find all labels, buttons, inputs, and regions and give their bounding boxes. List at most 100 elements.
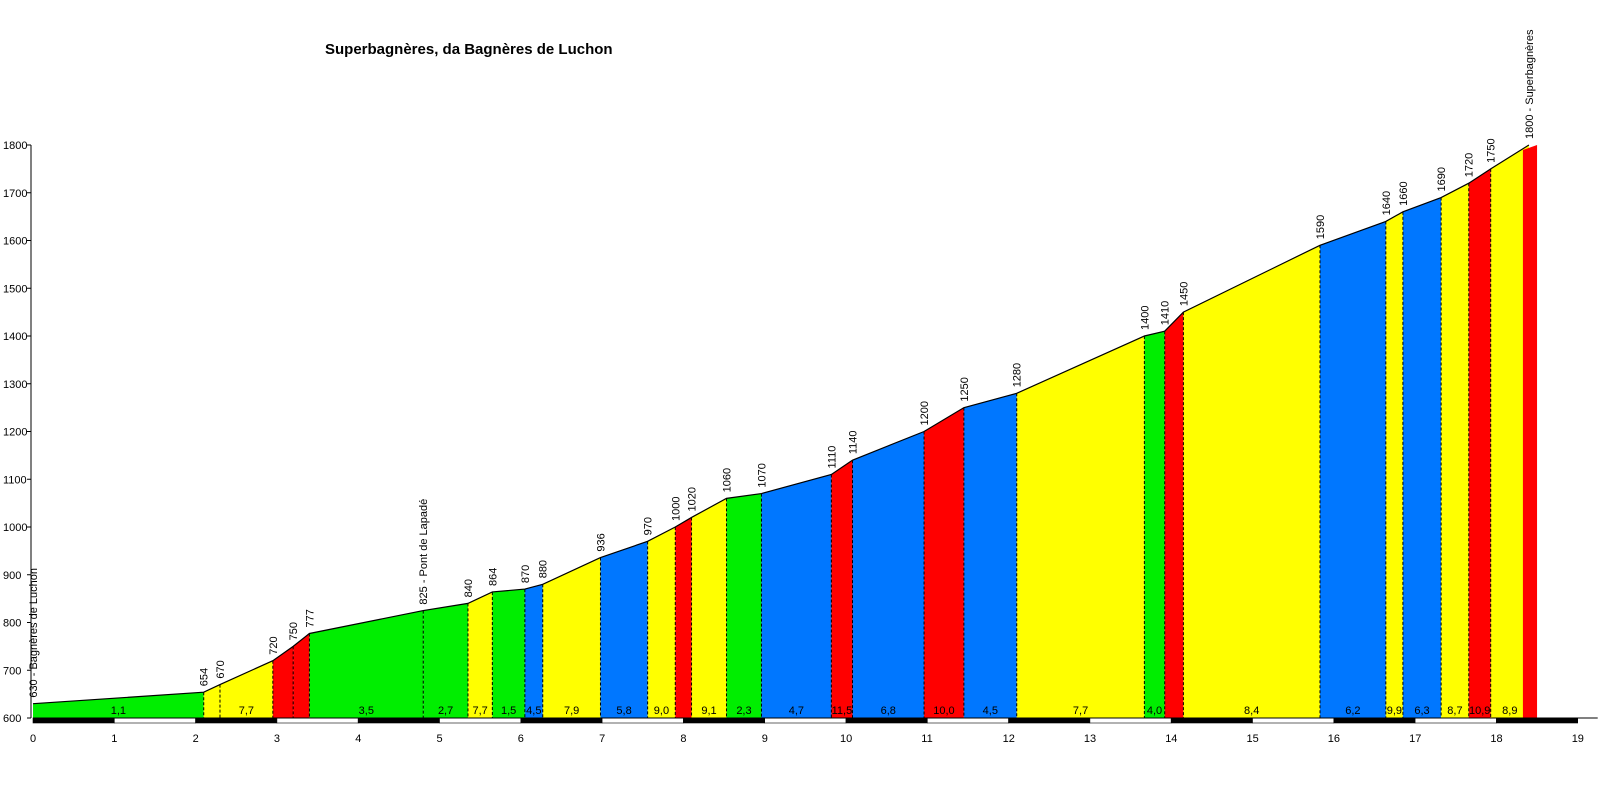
- profile-segment: [691, 498, 727, 718]
- elevation-label: 777: [304, 609, 316, 627]
- profile-segment: [963, 393, 1017, 718]
- x-tick-label: 1: [111, 733, 117, 745]
- profile-segment: [924, 407, 964, 718]
- tick-labels: 6007008009001000110012001300140015001600…: [3, 140, 1584, 745]
- x-tick-label: 2: [193, 733, 199, 745]
- elevation-label: 864: [487, 568, 499, 586]
- gradient-label: 7,7: [473, 705, 488, 717]
- gradient-label: 5,8: [616, 705, 631, 717]
- y-tick-label: 600: [3, 713, 21, 725]
- km-scale-block: [1008, 717, 1091, 724]
- profile-segment: [1402, 197, 1442, 718]
- km-scale-block: [1089, 717, 1172, 724]
- gradient-label: 8,4: [1244, 705, 1259, 717]
- gradient-labels: 1,1 7,7 3,5 2,7 7,7 1,5 4,5 7,9 5,8 9,0 9,1 2,3 4,7 1…: [111, 705, 1518, 717]
- y-tick-label: 1200: [3, 427, 27, 439]
- km-scale-bar: [32, 717, 1598, 724]
- km-scale-block: [357, 717, 440, 724]
- x-tick-label: 16: [1328, 733, 1340, 745]
- elevation-label: 1280: [1012, 363, 1024, 387]
- x-tick-label: 8: [680, 733, 686, 745]
- elevation-label: 1110: [826, 446, 838, 469]
- profile-segment: [1319, 221, 1386, 718]
- x-tick-label: 14: [1165, 733, 1177, 745]
- elevation-label: 1720: [1464, 153, 1476, 177]
- elevation-label: 880: [538, 560, 550, 578]
- gradient-label: 2,7: [438, 705, 453, 717]
- x-tick-label: 17: [1409, 733, 1421, 745]
- gradient-label: 7,7: [1073, 705, 1088, 717]
- km-scale-block: [845, 717, 928, 724]
- gradient-label: 6,2: [1345, 705, 1360, 717]
- profile-segment: [293, 633, 310, 718]
- profile-segment: [1441, 183, 1469, 718]
- km-scale-block: [276, 717, 359, 724]
- profile-segment: [423, 603, 468, 718]
- km-scale-block: [926, 717, 1009, 724]
- gradient-label: 3,5: [359, 705, 374, 717]
- profile-segment: [33, 692, 204, 718]
- gradient-label: 8,9: [1502, 705, 1517, 717]
- elevation-label: 1000: [670, 497, 682, 521]
- profile-segment: [647, 527, 676, 718]
- y-tick-label: 700: [3, 665, 21, 677]
- y-tick-label: 1500: [3, 283, 27, 295]
- x-tick-label: 7: [599, 733, 605, 745]
- profile-segment: [831, 460, 853, 718]
- y-tick-label: 1400: [3, 331, 27, 343]
- elevation-label: 1140: [848, 430, 860, 454]
- axes: [27, 144, 32, 719]
- x-tick-label: 3: [274, 733, 280, 745]
- x-tick-label: 12: [1003, 733, 1015, 745]
- y-tick-label: 1600: [3, 236, 27, 248]
- y-tick-label: 1700: [3, 188, 27, 200]
- km-scale-block: [1170, 717, 1253, 724]
- y-tick-label: 1300: [3, 379, 27, 391]
- km-scale-block: [195, 717, 278, 724]
- gradient-label: 10,0: [933, 705, 954, 717]
- gradient-label: 2,3: [736, 705, 751, 717]
- gradient-label: 1,1: [111, 705, 126, 717]
- elevation-label: 1410: [1160, 301, 1172, 325]
- gradient-label: 4,5: [526, 705, 541, 717]
- elevation-label: 840: [463, 579, 475, 597]
- profile-segment: [542, 557, 601, 718]
- y-tick-label: 800: [3, 618, 21, 630]
- gradient-label: 9,0: [654, 705, 669, 717]
- y-tick-label: 1000: [3, 522, 27, 534]
- profile-segment: [1016, 336, 1145, 718]
- x-tick-label: 4: [355, 733, 361, 745]
- profile-segment: [1490, 145, 1529, 718]
- km-scale-block: [520, 717, 603, 724]
- km-scale-block: [1333, 717, 1416, 724]
- km-scale-block: [1252, 717, 1335, 724]
- profile-segment: [272, 646, 294, 718]
- profile-segment: [492, 589, 525, 718]
- elevation-label: 1200: [919, 401, 931, 425]
- x-tick-label: 13: [1084, 733, 1096, 745]
- elevation-label: 825 - Pont de Lapadé: [418, 499, 430, 605]
- gradient-label: 6,3: [1414, 705, 1429, 717]
- x-tick-label: 10: [840, 733, 852, 745]
- gradient-label: 4,5: [983, 705, 998, 717]
- profile-segment: [1164, 312, 1184, 718]
- profile-segment: [309, 610, 424, 718]
- elevation-label: 1070: [756, 463, 768, 487]
- profile-segment: [219, 660, 273, 718]
- gradient-label: 9,1: [701, 705, 716, 717]
- km-scale-block: [601, 717, 684, 724]
- profile-segment: [761, 474, 832, 718]
- km-scale-block: [683, 717, 766, 724]
- elevation-label: 1590: [1315, 215, 1327, 239]
- gradient-label: 10,9: [1469, 705, 1490, 717]
- profile-segment: [1385, 211, 1403, 718]
- gradient-label: 4,0: [1147, 705, 1162, 717]
- elevation-label: 1800 - Superbagnères: [1524, 29, 1536, 139]
- x-tick-label: 9: [762, 733, 768, 745]
- elevation-label: 670: [215, 660, 227, 678]
- x-tick-label: 0: [30, 733, 36, 745]
- x-tick-label: 5: [437, 733, 443, 745]
- elevation-label: 1250: [959, 377, 971, 401]
- elevation-label: 750: [288, 622, 300, 640]
